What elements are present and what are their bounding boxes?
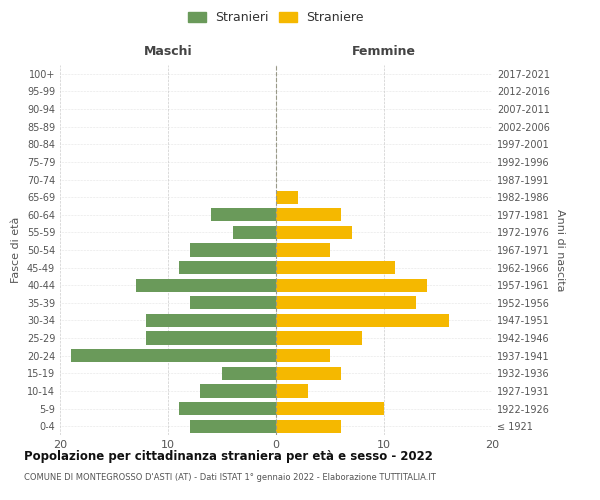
Bar — [211, 208, 276, 222]
Text: COMUNE DI MONTEGROSSO D'ASTI (AT) - Dati ISTAT 1° gennaio 2022 - Elaborazione TU: COMUNE DI MONTEGROSSO D'ASTI (AT) - Dati… — [24, 472, 436, 482]
Bar — [276, 226, 352, 239]
Bar — [190, 244, 276, 256]
Bar — [276, 244, 330, 256]
Y-axis label: Fasce di età: Fasce di età — [11, 217, 21, 283]
Bar — [200, 384, 276, 398]
Bar — [276, 420, 341, 433]
Bar — [179, 402, 276, 415]
Bar — [276, 349, 330, 362]
Bar — [276, 296, 416, 310]
Bar — [276, 208, 341, 222]
Legend: Stranieri, Straniere: Stranieri, Straniere — [185, 8, 367, 26]
Bar — [276, 190, 298, 204]
Bar — [233, 226, 276, 239]
Text: Popolazione per cittadinanza straniera per età e sesso - 2022: Popolazione per cittadinanza straniera p… — [24, 450, 433, 463]
Bar — [146, 332, 276, 344]
Bar — [276, 314, 449, 327]
Text: Femmine: Femmine — [352, 45, 416, 58]
Bar — [276, 366, 341, 380]
Bar — [190, 420, 276, 433]
Bar — [146, 314, 276, 327]
Bar — [71, 349, 276, 362]
Bar — [136, 278, 276, 292]
Bar — [190, 296, 276, 310]
Bar — [222, 366, 276, 380]
Bar — [276, 261, 395, 274]
Bar — [276, 332, 362, 344]
Bar — [276, 384, 308, 398]
Text: Maschi: Maschi — [143, 45, 193, 58]
Y-axis label: Anni di nascita: Anni di nascita — [556, 209, 565, 291]
Bar — [276, 278, 427, 292]
Bar — [276, 402, 384, 415]
Bar — [179, 261, 276, 274]
